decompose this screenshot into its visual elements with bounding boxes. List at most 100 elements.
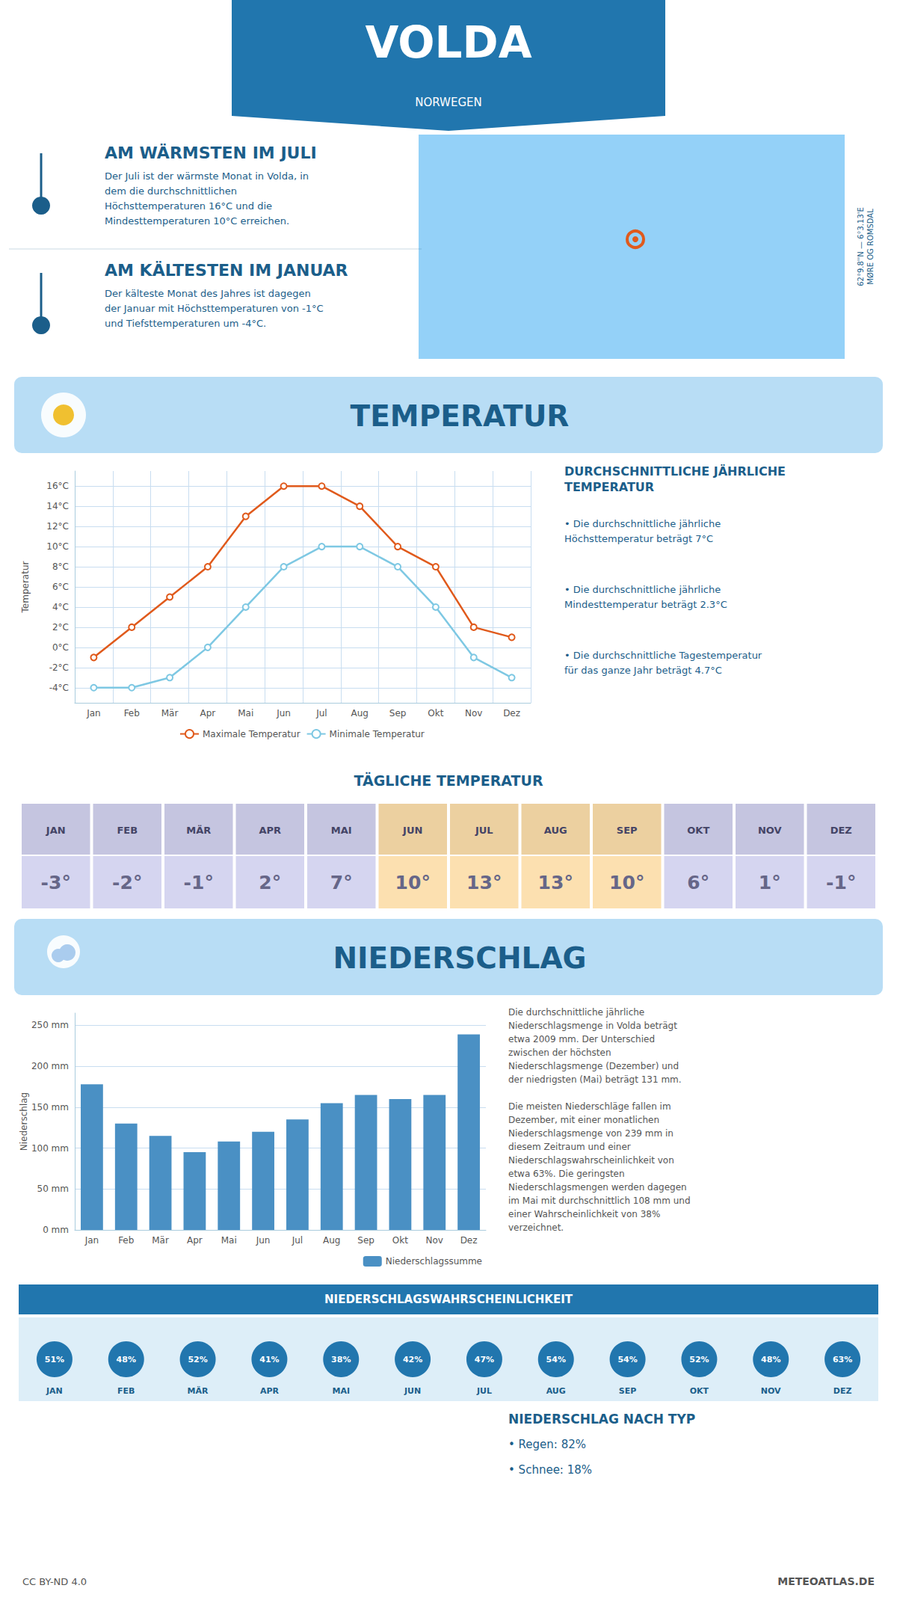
svg-text:NOV: NOV	[760, 1385, 782, 1396]
svg-text:47%: 47%	[474, 1354, 495, 1365]
svg-text:NORWEGEN: NORWEGEN	[414, 95, 482, 110]
svg-text:10°: 10°	[609, 871, 645, 894]
svg-text:TÄGLICHE TEMPERATUR: TÄGLICHE TEMPERATUR	[353, 771, 543, 789]
svg-text:JUN: JUN	[402, 824, 423, 836]
svg-text:• Die durchschnittliche jährli: • Die durchschnittliche jährliche	[564, 583, 721, 596]
svg-text:48%: 48%	[760, 1354, 781, 1365]
svg-text:Höchsttemperatur beträgt 7°C: Höchsttemperatur beträgt 7°C	[564, 532, 714, 545]
svg-text:4°C: 4°C	[52, 601, 69, 613]
svg-text:• Die durchschnittliche Tagest: • Die durchschnittliche Tagestemperatur	[564, 649, 763, 661]
svg-text:• Regen: 82%: • Regen: 82%	[508, 1437, 587, 1451]
svg-text:Der Juli ist der wärmste Monat: Der Juli ist der wärmste Monat in Volda,…	[104, 170, 309, 182]
svg-text:Jun: Jun	[255, 1234, 271, 1246]
svg-text:NIEDERSCHLAGSWAHRSCHEINLICHKEI: NIEDERSCHLAGSWAHRSCHEINLICHKEIT	[324, 1292, 574, 1306]
svg-text:Mär: Mär	[151, 1234, 169, 1246]
svg-text:250 mm: 250 mm	[31, 1019, 69, 1031]
svg-text:dem die durchschnittlichen: dem die durchschnittlichen	[104, 185, 237, 197]
svg-text:6°C: 6°C	[52, 581, 69, 593]
svg-text:100 mm: 100 mm	[31, 1142, 69, 1154]
svg-text:Minimale Temperatur: Minimale Temperatur	[329, 728, 425, 740]
svg-text:-1°: -1°	[183, 871, 214, 894]
svg-text:Die durchschnittliche jährlich: Die durchschnittliche jährliche	[508, 1006, 645, 1018]
svg-text:Dez: Dez	[503, 707, 521, 719]
svg-text:Mai: Mai	[237, 707, 254, 719]
svg-text:62°9.8''N — 6°3.13'E: 62°9.8''N — 6°3.13'E	[856, 207, 865, 287]
svg-text:Die meisten Niederschläge fall: Die meisten Niederschläge fallen im	[508, 1101, 672, 1112]
svg-text:der Januar mit Höchsttemperatu: der Januar mit Höchsttemperaturen von -1…	[104, 302, 324, 314]
svg-text:JUN: JUN	[403, 1385, 421, 1396]
svg-text:6°: 6°	[686, 871, 710, 894]
svg-text:zwischen der höchsten: zwischen der höchsten	[508, 1047, 612, 1058]
svg-text:-1°: -1°	[825, 871, 856, 894]
svg-text:DEZ: DEZ	[830, 824, 853, 836]
svg-text:Sep: Sep	[357, 1234, 375, 1246]
svg-text:NIEDERSCHLAG NACH TYP: NIEDERSCHLAG NACH TYP	[508, 1411, 696, 1427]
svg-text:JUL: JUL	[474, 824, 494, 836]
svg-text:METEOATLAS.DE: METEOATLAS.DE	[777, 1574, 875, 1587]
svg-text:NOV: NOV	[757, 824, 782, 836]
svg-text:JAN: JAN	[45, 1385, 63, 1396]
svg-text:SEP: SEP	[616, 824, 638, 836]
svg-text:einer Wahrscheinlichkeit von 3: einer Wahrscheinlichkeit von 38%	[508, 1208, 661, 1220]
svg-text:Jun: Jun	[275, 707, 291, 719]
svg-text:JUL: JUL	[476, 1385, 492, 1396]
svg-text:OKT: OKT	[689, 1385, 710, 1396]
svg-text:CC BY-ND 4.0: CC BY-ND 4.0	[22, 1575, 87, 1587]
svg-text:Aug: Aug	[322, 1234, 341, 1246]
svg-text:AUG: AUG	[544, 824, 568, 836]
svg-text:200 mm: 200 mm	[31, 1060, 69, 1072]
svg-text:JAN: JAN	[45, 824, 66, 836]
svg-text:7°: 7°	[330, 871, 353, 894]
svg-text:10°: 10°	[395, 871, 431, 894]
svg-text:NIEDERSCHLAG: NIEDERSCHLAG	[332, 941, 587, 975]
svg-text:APR: APR	[258, 824, 282, 836]
svg-text:0 mm: 0 mm	[42, 1224, 69, 1235]
svg-text:Nov: Nov	[464, 707, 483, 719]
svg-text:Jan: Jan	[85, 707, 101, 719]
svg-text:MÄR: MÄR	[187, 1385, 209, 1396]
svg-text:38%: 38%	[331, 1354, 351, 1365]
svg-text:0°C: 0°C	[52, 642, 69, 653]
svg-text:Niederschlagsmenge von 239 mm: Niederschlagsmenge von 239 mm in	[508, 1127, 674, 1139]
svg-text:Nov: Nov	[426, 1234, 444, 1246]
svg-text:Mai: Mai	[221, 1234, 237, 1246]
svg-text:APR: APR	[260, 1385, 280, 1396]
svg-text:Niederschlagsmengen werden dag: Niederschlagsmengen werden dagegen	[508, 1181, 687, 1193]
svg-text:54%: 54%	[617, 1354, 637, 1365]
svg-text:für das ganze Jahr beträgt 4.7: für das ganze Jahr beträgt 4.7°C	[564, 664, 723, 676]
svg-text:SEP: SEP	[618, 1385, 637, 1396]
svg-text:Mär: Mär	[161, 707, 179, 719]
svg-text:TEMPERATUR: TEMPERATUR	[564, 479, 655, 495]
svg-text:AM KÄLTESTEN IM JANUAR: AM KÄLTESTEN IM JANUAR	[104, 260, 349, 280]
svg-text:diesem Zeitraum und einer: diesem Zeitraum und einer	[508, 1141, 631, 1152]
svg-text:im Mai mit durchschnittlich 10: im Mai mit durchschnittlich 108 mm und	[508, 1195, 691, 1206]
svg-text:Feb: Feb	[118, 1234, 134, 1246]
svg-text:etwa 2009 mm. Der Unterschied: etwa 2009 mm. Der Unterschied	[508, 1033, 655, 1045]
svg-text:OKT: OKT	[686, 824, 710, 836]
svg-text:Mindesttemperatur beträgt 2.3°: Mindesttemperatur beträgt 2.3°C	[564, 598, 728, 610]
svg-text:• Die durchschnittliche jährli: • Die durchschnittliche jährliche	[564, 518, 721, 530]
svg-text:2°: 2°	[258, 871, 282, 894]
svg-text:Dezember, mit einer monatliche: Dezember, mit einer monatlichen	[508, 1114, 660, 1125]
svg-text:63%: 63%	[832, 1354, 853, 1365]
svg-text:16°C: 16°C	[46, 480, 69, 492]
svg-text:Niederschlagssumme: Niederschlagssumme	[385, 1255, 483, 1267]
svg-text:52%: 52%	[187, 1354, 208, 1365]
svg-text:verzeichnet.: verzeichnet.	[508, 1222, 564, 1233]
svg-text:Niederschlagsmenge in Volda be: Niederschlagsmenge in Volda beträgt	[508, 1020, 678, 1031]
svg-text:Maximale Temperatur: Maximale Temperatur	[202, 728, 301, 740]
svg-text:Niederschlag: Niederschlag	[18, 1092, 30, 1151]
svg-text:-2°C: -2°C	[49, 662, 69, 673]
svg-text:150 mm: 150 mm	[31, 1101, 69, 1113]
svg-text:und Tiefsttemperaturen um -4°C: und Tiefsttemperaturen um -4°C.	[104, 317, 267, 329]
svg-text:Jan: Jan	[84, 1234, 100, 1246]
svg-text:Okt: Okt	[427, 707, 444, 719]
svg-text:Okt: Okt	[392, 1234, 409, 1246]
svg-text:Jul: Jul	[291, 1234, 303, 1246]
svg-text:FEB: FEB	[116, 824, 138, 836]
svg-text:52%: 52%	[689, 1354, 709, 1365]
svg-text:41%: 41%	[259, 1354, 279, 1365]
svg-text:Dez: Dez	[460, 1234, 478, 1246]
svg-text:DURCHSCHNITTLICHE JÄHRLICHE: DURCHSCHNITTLICHE JÄHRLICHE	[564, 464, 786, 479]
svg-text:14°C: 14°C	[46, 500, 69, 512]
